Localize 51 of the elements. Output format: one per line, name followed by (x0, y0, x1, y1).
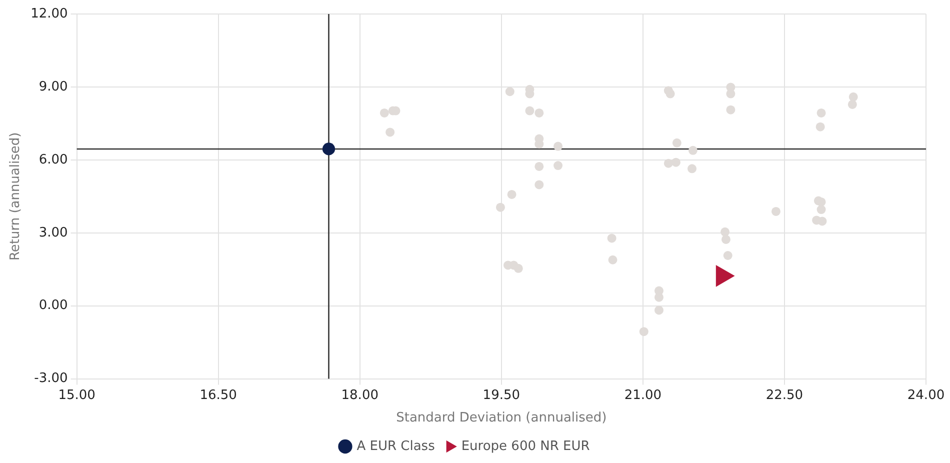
point (507, 190, 516, 199)
legend-label: Europe 600 NR EUR (461, 438, 590, 454)
point (322, 142, 336, 156)
point (771, 206, 780, 216)
point (666, 89, 675, 98)
point (848, 100, 857, 109)
y-tick-label: 3.00 (38, 225, 68, 240)
point (607, 234, 616, 243)
y-tick-label: -3.00 (34, 371, 68, 386)
point (672, 138, 682, 148)
point (608, 255, 618, 264)
point (688, 146, 698, 155)
point (534, 180, 544, 190)
point (525, 106, 534, 116)
point (726, 105, 736, 114)
point (818, 216, 827, 226)
point (380, 108, 389, 118)
x-tick-label: 15.00 (58, 388, 96, 403)
y-axis-title: Return (annualised) (8, 132, 24, 261)
y-tick-label: 12.00 (30, 6, 68, 22)
point (816, 108, 826, 118)
point (654, 306, 664, 315)
point (723, 251, 732, 260)
point (720, 227, 730, 236)
point (496, 202, 505, 212)
x-tick-label: 18.00 (341, 388, 378, 403)
y-tick-label: 6.00 (38, 152, 68, 168)
point (534, 108, 544, 118)
point (688, 164, 697, 174)
point (554, 161, 563, 170)
point (554, 142, 563, 151)
x-tick-label: 21.00 (624, 388, 662, 403)
point (816, 122, 825, 132)
point (848, 92, 858, 102)
x-tick-label: 24.00 (907, 388, 945, 403)
point (505, 87, 514, 96)
point (671, 158, 680, 167)
point (664, 158, 673, 168)
x-tick-label: 19.50 (482, 388, 520, 403)
y-tick-label: 9.00 (38, 79, 68, 94)
x-tick-label: 22.50 (766, 388, 804, 403)
legend-label: A EUR Class (356, 438, 436, 454)
x-tick-label: 16.50 (200, 388, 237, 403)
y-tick-label: 0.00 (38, 298, 68, 314)
point (534, 162, 544, 171)
point (639, 327, 648, 336)
point (386, 128, 395, 137)
point (816, 205, 826, 214)
point (514, 264, 523, 273)
x-axis-title: Standard Deviation (annualised) (396, 410, 607, 426)
point (721, 234, 730, 244)
